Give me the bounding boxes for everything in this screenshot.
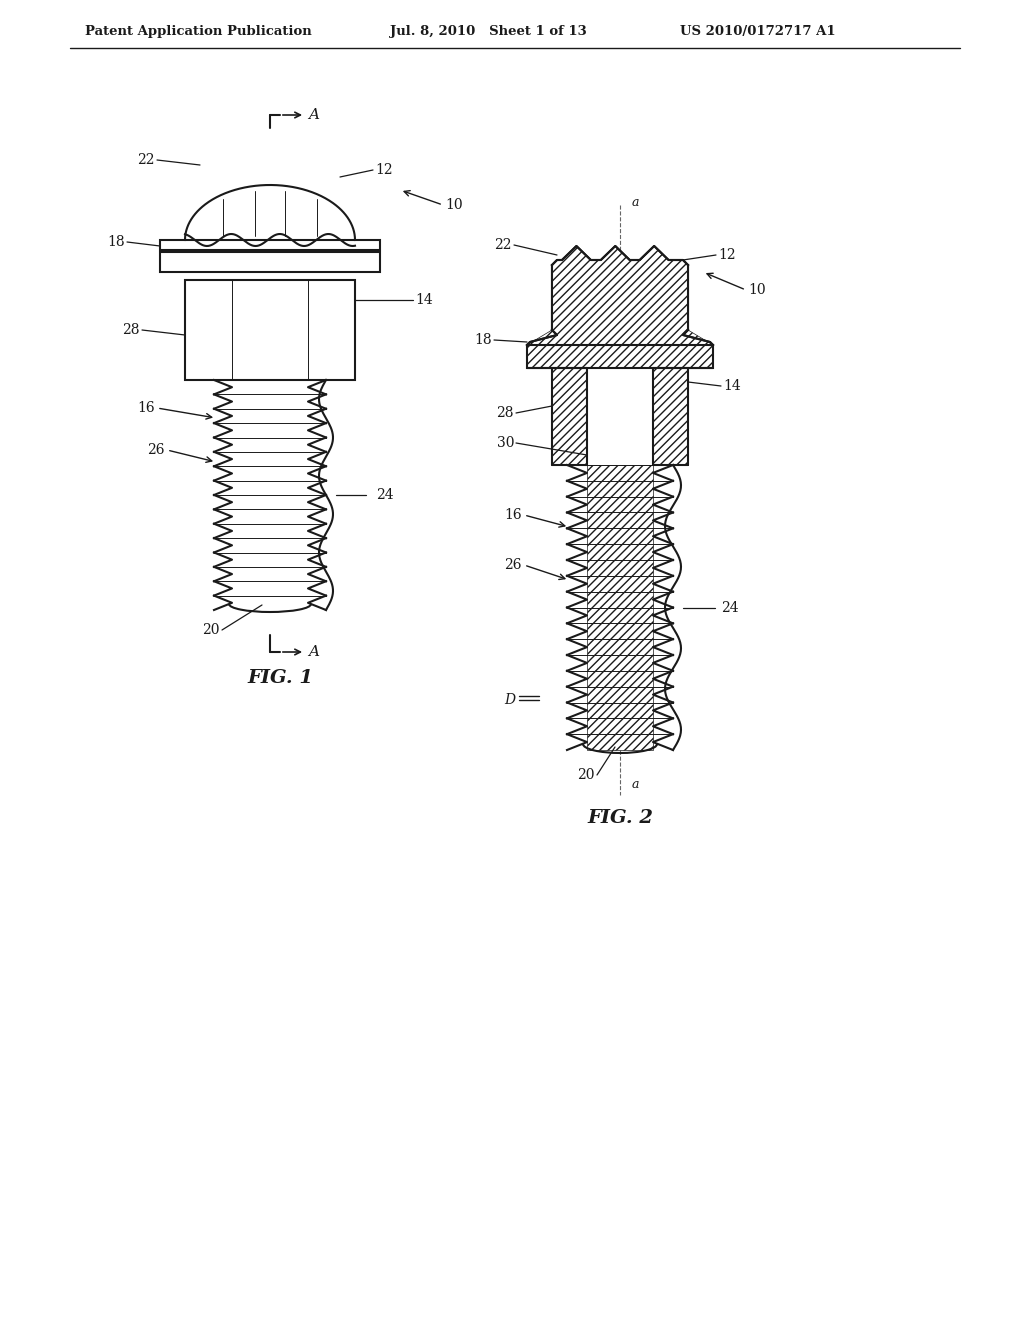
Bar bbox=[160, 252, 380, 272]
Text: 12: 12 bbox=[718, 248, 735, 261]
Text: 22: 22 bbox=[137, 153, 155, 168]
Text: 18: 18 bbox=[474, 333, 492, 347]
Text: D: D bbox=[504, 693, 515, 708]
Polygon shape bbox=[527, 345, 713, 368]
Text: 26: 26 bbox=[505, 558, 522, 572]
Text: US 2010/0172717 A1: US 2010/0172717 A1 bbox=[680, 25, 836, 38]
Bar bbox=[160, 240, 380, 249]
Text: FIG. 1: FIG. 1 bbox=[247, 669, 313, 686]
Text: 18: 18 bbox=[108, 235, 125, 249]
Text: Jul. 8, 2010   Sheet 1 of 13: Jul. 8, 2010 Sheet 1 of 13 bbox=[390, 25, 587, 38]
Text: 20: 20 bbox=[203, 623, 220, 638]
Bar bbox=[185, 280, 355, 380]
Text: A: A bbox=[308, 108, 319, 121]
Text: a: a bbox=[632, 195, 640, 209]
Text: 24: 24 bbox=[721, 601, 738, 615]
Text: A: A bbox=[308, 645, 319, 659]
Polygon shape bbox=[587, 465, 653, 750]
Text: 24: 24 bbox=[376, 488, 393, 502]
Text: FIG. 2: FIG. 2 bbox=[587, 809, 653, 828]
Text: 30: 30 bbox=[497, 436, 514, 450]
Polygon shape bbox=[552, 368, 688, 465]
Text: 28: 28 bbox=[497, 407, 514, 420]
Bar bbox=[587, 368, 653, 465]
Text: 16: 16 bbox=[505, 508, 522, 521]
Text: 14: 14 bbox=[415, 293, 433, 308]
Text: 16: 16 bbox=[137, 401, 155, 414]
Text: a: a bbox=[632, 779, 640, 792]
Text: 14: 14 bbox=[723, 379, 740, 393]
Text: 12: 12 bbox=[375, 162, 392, 177]
Text: Patent Application Publication: Patent Application Publication bbox=[85, 25, 311, 38]
Text: 28: 28 bbox=[123, 323, 140, 337]
Text: 22: 22 bbox=[495, 238, 512, 252]
Text: 10: 10 bbox=[748, 282, 766, 297]
Text: 26: 26 bbox=[147, 444, 165, 457]
Polygon shape bbox=[527, 246, 713, 345]
Text: 10: 10 bbox=[445, 198, 463, 213]
Text: 20: 20 bbox=[578, 768, 595, 781]
